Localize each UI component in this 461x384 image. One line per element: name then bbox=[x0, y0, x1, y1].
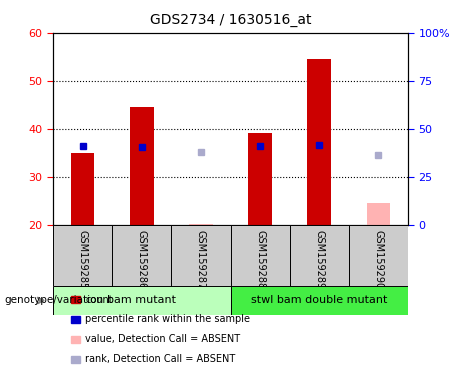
Bar bbox=[171, 225, 230, 286]
Text: GSM159286: GSM159286 bbox=[137, 230, 147, 289]
Text: value, Detection Call = ABSENT: value, Detection Call = ABSENT bbox=[85, 334, 240, 344]
Text: GSM159289: GSM159289 bbox=[314, 230, 324, 289]
Text: rank, Detection Call = ABSENT: rank, Detection Call = ABSENT bbox=[85, 354, 236, 364]
Text: bam mutant: bam mutant bbox=[107, 295, 176, 306]
Bar bbox=[53, 286, 230, 315]
Bar bbox=[189, 224, 213, 225]
Bar bbox=[307, 59, 331, 225]
Bar bbox=[71, 356, 80, 363]
Bar bbox=[112, 225, 171, 286]
Bar bbox=[71, 316, 80, 323]
Bar bbox=[71, 336, 80, 343]
Text: count: count bbox=[85, 295, 113, 305]
Bar bbox=[53, 225, 112, 286]
Bar bbox=[71, 296, 80, 303]
Text: percentile rank within the sample: percentile rank within the sample bbox=[85, 314, 250, 324]
Bar bbox=[230, 286, 408, 315]
Text: GSM159288: GSM159288 bbox=[255, 230, 265, 289]
Bar bbox=[130, 107, 154, 225]
Text: GSM159287: GSM159287 bbox=[196, 230, 206, 289]
Text: stwl bam double mutant: stwl bam double mutant bbox=[251, 295, 387, 306]
Text: GDS2734 / 1630516_at: GDS2734 / 1630516_at bbox=[150, 13, 311, 27]
Bar bbox=[230, 225, 290, 286]
Bar bbox=[290, 225, 349, 286]
Bar bbox=[366, 203, 390, 225]
Bar bbox=[349, 225, 408, 286]
Text: genotype/variation: genotype/variation bbox=[5, 295, 104, 306]
Bar bbox=[71, 153, 95, 225]
Bar bbox=[248, 134, 272, 225]
Text: GSM159290: GSM159290 bbox=[373, 230, 384, 289]
Text: GSM159285: GSM159285 bbox=[77, 230, 88, 289]
